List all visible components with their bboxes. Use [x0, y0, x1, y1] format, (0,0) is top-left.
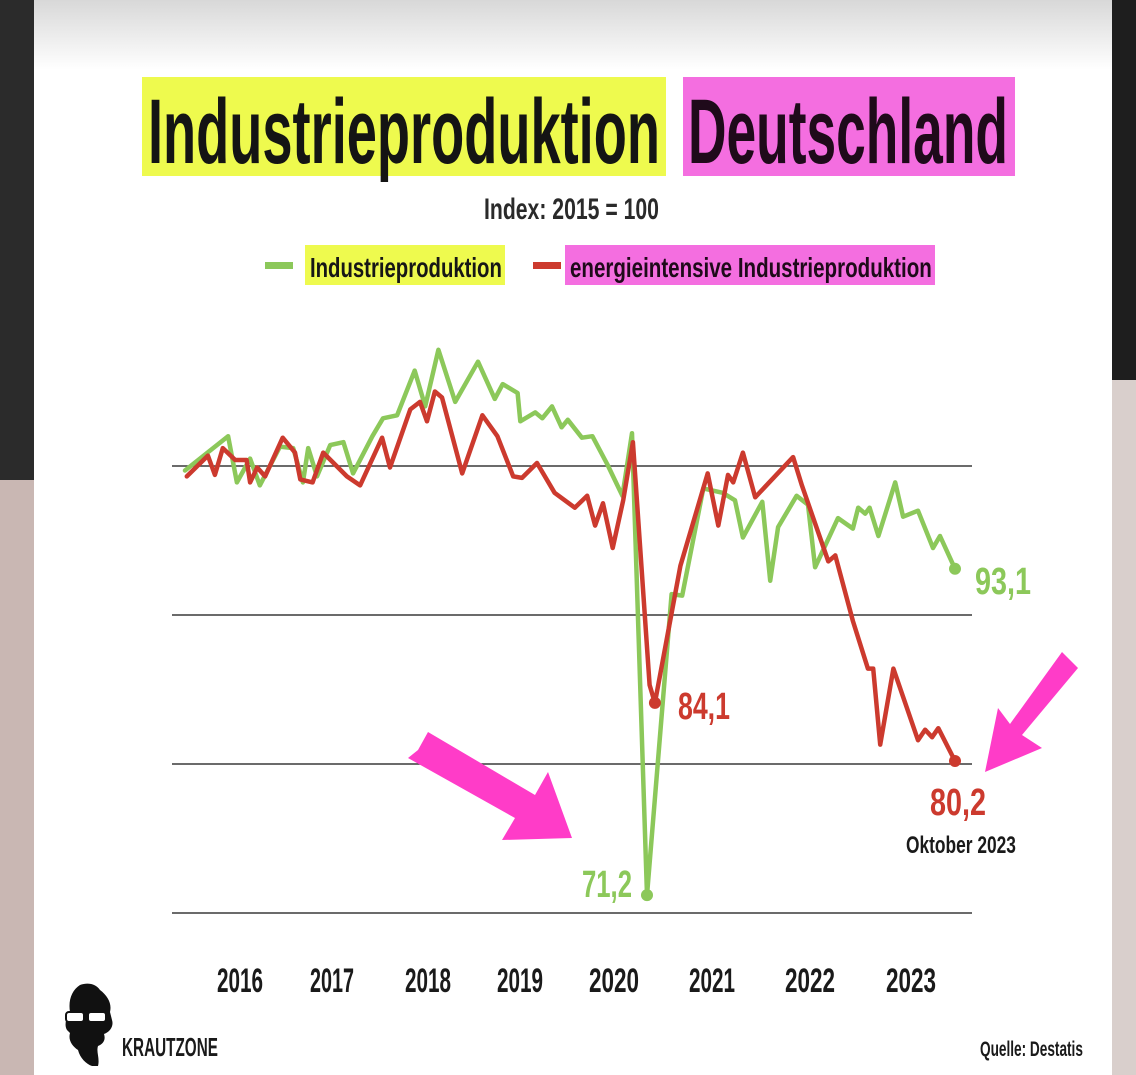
annotation-84-1: 84,1: [678, 684, 730, 727]
krautzone-logo-icon: [65, 983, 113, 1066]
annotation-date: Oktober 2023: [906, 832, 1016, 858]
arrow-right-icon: [985, 652, 1078, 772]
series-layer: [182, 347, 961, 902]
arrow-left-icon: [408, 732, 572, 840]
data-point-marker: [949, 562, 961, 575]
data-point-marker: [641, 889, 653, 902]
title-highlight-pink: [683, 77, 1015, 176]
series-line-industrieproduktion: [182, 347, 958, 898]
data-point-marker: [949, 755, 961, 768]
x-tick-label: 2017: [310, 961, 354, 999]
x-tick-label: 2019: [497, 962, 543, 999]
chart-title-part1: Industrieproduktion: [148, 80, 660, 182]
chart-card: [34, 0, 1112, 1075]
legend-label-industrieproduktion: Industrieproduktion: [310, 253, 502, 284]
chart-subtitle: Index: 2015 = 100: [484, 191, 659, 226]
x-tick-label: 2016: [217, 962, 263, 999]
data-point-marker: [648, 696, 661, 709]
x-axis-labels: 2016 2017 2018 2019 2020 2021 2022 2023: [217, 961, 936, 1000]
card-top-shade: [34, 0, 1112, 70]
legend-label-bg-yellow: [305, 245, 505, 285]
source-note: Quelle: Destatis: [980, 1037, 1083, 1061]
x-tick-label: 2021: [689, 962, 735, 999]
chart-title-part2: Deutschland: [688, 80, 1008, 183]
title-highlight-yellow: [142, 77, 666, 176]
legend-label-bg-pink: [565, 245, 935, 285]
annotation-93-1: 93,1: [975, 560, 1031, 603]
right-background-lower: [1112, 380, 1136, 1075]
legend-label-energieintensiv: energieintensive Industrieproduktion: [570, 253, 932, 284]
brand-name: KRAUTZONE: [122, 1033, 218, 1062]
series-line-energieintensiv: [184, 389, 958, 764]
x-tick-label: 2023: [886, 963, 936, 1001]
annotation-80-2: 80,2: [930, 781, 986, 824]
left-background-lower: [0, 480, 34, 1075]
legend-swatch-green: [265, 262, 293, 269]
x-tick-label: 2022: [785, 963, 835, 1001]
x-tick-label: 2018: [405, 962, 451, 999]
legend-swatch-red: [533, 262, 561, 269]
annotation-71-2: 71,2: [582, 863, 632, 905]
legend: Industrieproduktion energieintensive Ind…: [265, 245, 935, 285]
x-tick-label: 2020: [589, 963, 639, 1001]
